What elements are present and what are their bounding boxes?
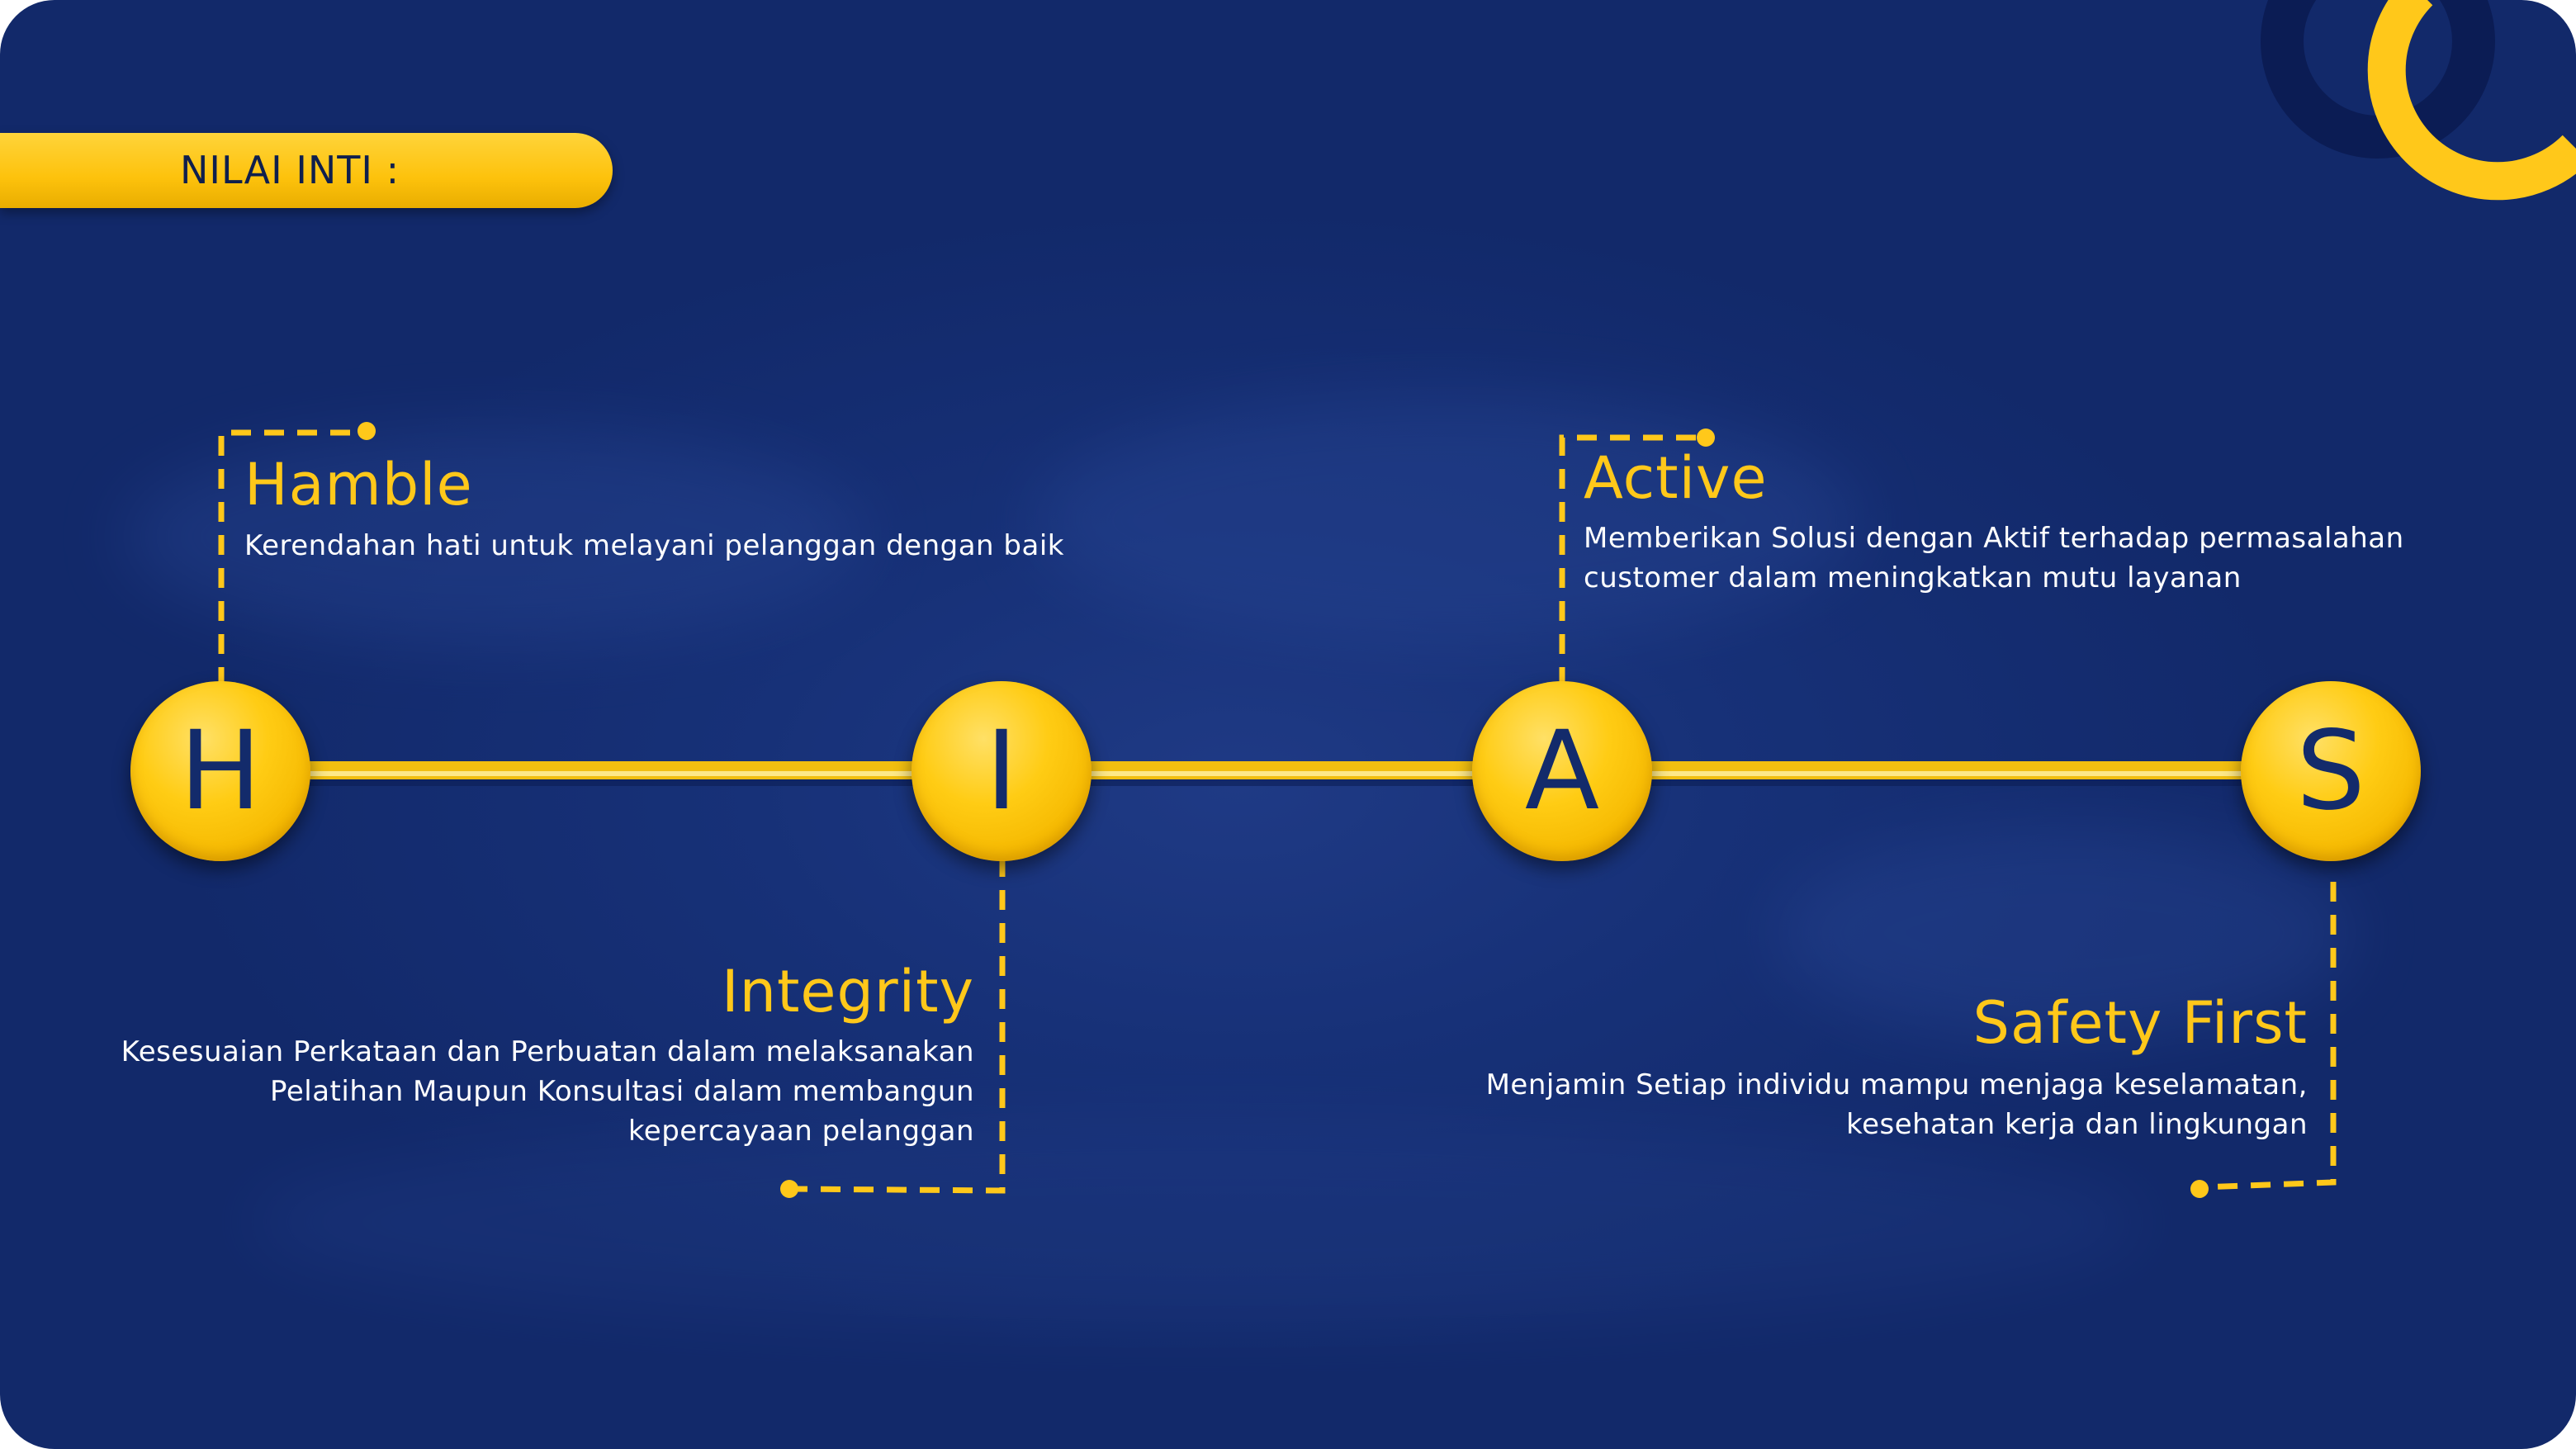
value-circle-h: H bbox=[130, 681, 310, 861]
value-title-integrity: Integrity bbox=[721, 958, 974, 1025]
integrity-guide-dot bbox=[780, 1180, 798, 1198]
value-letter: I bbox=[985, 708, 1018, 835]
value-title-active: Active bbox=[1584, 444, 1768, 512]
header-pill: NILAI INTI : bbox=[0, 133, 613, 208]
header-label: NILAI INTI : bbox=[180, 148, 400, 192]
value-letter: H bbox=[179, 708, 262, 835]
safety-guide bbox=[2200, 882, 2337, 1191]
value-desc-active: Memberikan Solusi dengan Aktif terhadap … bbox=[1584, 522, 2404, 594]
value-desc-integrity: Kesesuaian Perkataan dan Perbuatan dalam… bbox=[121, 1035, 974, 1148]
value-desc-hamble: Kerendahan hati untuk melayani pelanggan… bbox=[244, 529, 1064, 562]
integrity-guide bbox=[792, 857, 1006, 1194]
active-guide bbox=[1559, 434, 1704, 687]
value-circle-s: S bbox=[2241, 681, 2421, 861]
active-guide-dot bbox=[1697, 429, 1715, 447]
background-haze bbox=[1032, 396, 1858, 644]
value-title-hamble: Hamble bbox=[244, 451, 473, 519]
value-desc-safety-first: Menjamin Setiap individu mampu menjaga k… bbox=[1485, 1068, 2308, 1141]
hamble-guide-dot bbox=[358, 422, 376, 440]
value-circle-a: A bbox=[1472, 681, 1652, 861]
timeline-bar bbox=[305, 761, 2246, 786]
value-letter: S bbox=[2296, 708, 2365, 835]
value-circle-i: I bbox=[912, 681, 1091, 861]
background-haze bbox=[124, 429, 867, 644]
decorative-rings bbox=[2261, 0, 2576, 201]
value-letter: A bbox=[1524, 708, 1600, 835]
background-haze bbox=[248, 1115, 2147, 1329]
safety-guide-dot bbox=[2190, 1180, 2209, 1198]
hamble-guide bbox=[218, 429, 367, 687]
value-title-safety-first: Safety First bbox=[1972, 989, 2308, 1057]
background-haze bbox=[1775, 826, 2353, 1040]
